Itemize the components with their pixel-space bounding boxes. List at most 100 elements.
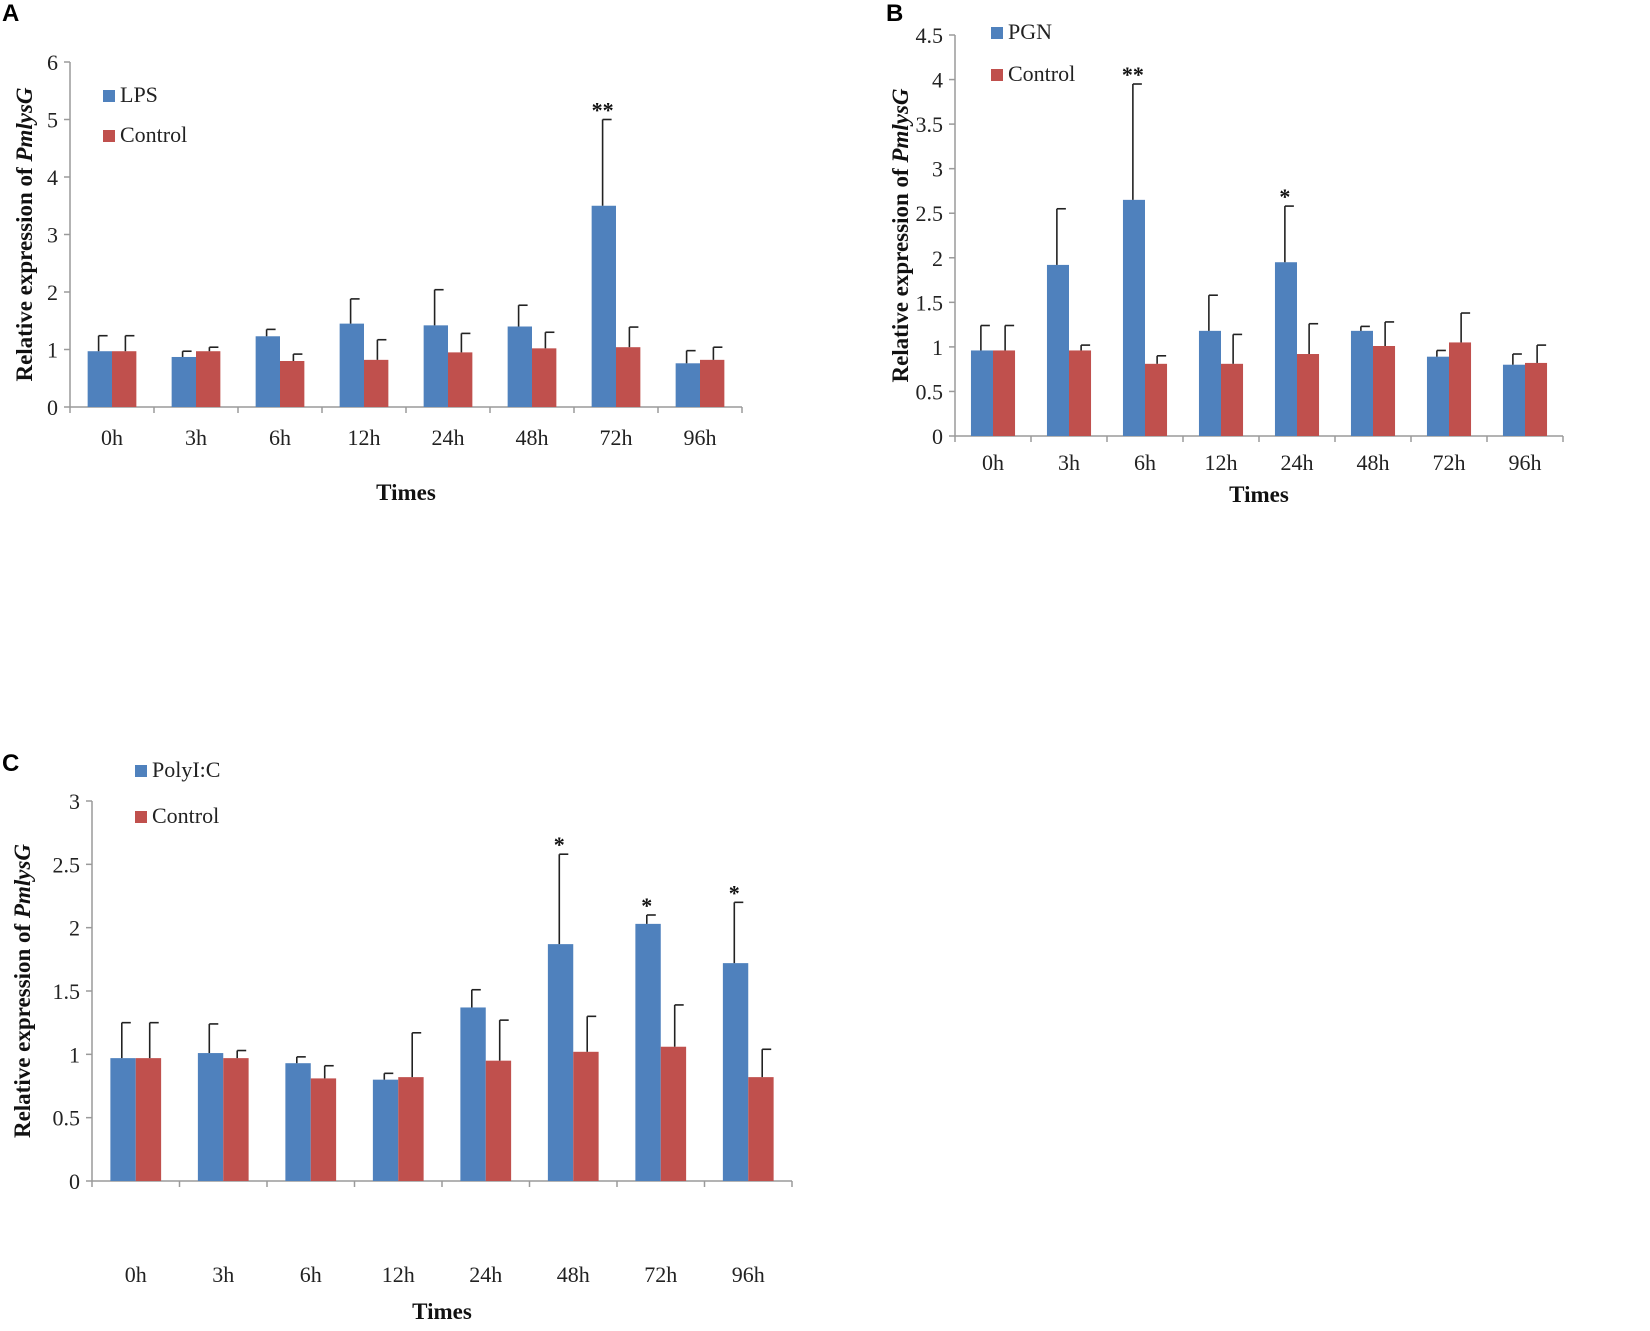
bar-polyi-c-12h bbox=[372, 1079, 399, 1181]
bar-control-3h bbox=[196, 351, 221, 407]
bar-control-72h bbox=[616, 347, 641, 407]
bar-control-6h bbox=[1145, 363, 1168, 436]
y-tick-label: 5 bbox=[47, 108, 58, 133]
y-axis-title-prefix: Relative expression of bbox=[12, 162, 37, 382]
bar-control-24h bbox=[485, 1060, 512, 1181]
bar-control-0h bbox=[135, 1058, 162, 1181]
significance-marker: * bbox=[729, 880, 740, 905]
bar-polyi-c-24h bbox=[460, 1007, 486, 1181]
bar-lps-72h bbox=[591, 205, 616, 407]
bar-polyi-c-6h bbox=[285, 1063, 311, 1181]
x-tick-label: 48h bbox=[1357, 450, 1390, 475]
legend: PGN Control bbox=[991, 19, 1075, 86]
bar-lps-12h bbox=[339, 323, 364, 407]
y-axis-title-gene: PmlysG bbox=[10, 844, 35, 919]
y-tick-label: 1 bbox=[932, 335, 943, 360]
chart-b-svg: 00.511.522.533.544.5***0h 3h 6h 12h 24h 48h 72… bbox=[888, 19, 1564, 507]
y-axis-title-prefix: Relative expression of bbox=[888, 163, 913, 383]
legend-swatch bbox=[991, 27, 1003, 39]
y-tick-label: 0 bbox=[69, 1169, 80, 1194]
x-tick-label: 24h bbox=[1281, 450, 1314, 475]
significance-marker: * bbox=[641, 893, 652, 918]
x-tick-label: 6h bbox=[1134, 450, 1156, 475]
bar-control-3h bbox=[1069, 350, 1092, 436]
bar-control-0h bbox=[993, 350, 1016, 436]
legend-swatch bbox=[135, 765, 147, 777]
y-tick-label: 2 bbox=[69, 916, 80, 941]
significance-marker: * bbox=[1279, 184, 1290, 209]
bar-pgn-3h bbox=[1046, 264, 1069, 436]
x-tick-label: 12h bbox=[348, 425, 381, 450]
bar-control-24h bbox=[448, 352, 473, 407]
bar-control-48h bbox=[573, 1051, 599, 1181]
y-tick-label: 3 bbox=[69, 789, 80, 814]
bar-pgn-6h bbox=[1122, 199, 1145, 436]
bar-pgn-48h bbox=[1350, 330, 1373, 436]
bar-polyi-c-72h bbox=[635, 923, 661, 1181]
bar-lps-6h bbox=[255, 336, 280, 407]
x-tick-label: 3h bbox=[185, 425, 207, 450]
y-tick-label: 4 bbox=[47, 165, 58, 190]
bar-polyi-c-0h bbox=[110, 1058, 136, 1181]
y-tick-label: 2 bbox=[47, 280, 58, 305]
legend-swatch bbox=[135, 811, 147, 823]
legend-label: Control bbox=[1008, 61, 1075, 86]
x-axis-title: Times bbox=[1229, 482, 1289, 507]
bar-control-12h bbox=[364, 359, 389, 407]
bar-lps-3h bbox=[171, 356, 196, 407]
x-tick-label: 12h bbox=[1205, 450, 1238, 475]
x-tick-label: 96h bbox=[1509, 450, 1542, 475]
y-axis-title-prefix: Relative expression of bbox=[10, 918, 35, 1138]
y-tick-label: 4.5 bbox=[916, 23, 944, 48]
bar-control-0h bbox=[112, 351, 137, 407]
legend-label: Control bbox=[152, 803, 219, 828]
legend-label: PGN bbox=[1008, 19, 1052, 44]
x-tick-label: 0h bbox=[125, 1262, 147, 1287]
x-tick-label: 3h bbox=[212, 1262, 234, 1287]
bar-control-96h bbox=[700, 359, 725, 407]
y-tick-label: 1.5 bbox=[53, 979, 81, 1004]
x-tick-label: 12h bbox=[382, 1262, 415, 1287]
bar-lps-48h bbox=[507, 326, 532, 407]
y-tick-label: 2.5 bbox=[916, 201, 944, 226]
bar-control-72h bbox=[1449, 342, 1472, 436]
bar-control-12h bbox=[1221, 363, 1244, 436]
y-tick-label: 0 bbox=[47, 395, 58, 420]
y-tick-label: 2 bbox=[932, 246, 943, 271]
bar-pgn-24h bbox=[1274, 262, 1297, 436]
bar-control-96h bbox=[1525, 362, 1548, 436]
y-tick-label: 6 bbox=[47, 50, 58, 75]
x-tick-label: 0h bbox=[982, 450, 1004, 475]
panel-label-b: B bbox=[886, 0, 904, 27]
x-tick-label: 6h bbox=[300, 1262, 322, 1287]
bar-control-72h bbox=[660, 1046, 687, 1181]
chart-c-svg: 0 0.5 1 1.5 2 2.5 3 * * * 0h 3h 6h 12h 24h 48h 72h 96h Tim… bbox=[10, 757, 793, 1324]
significance-marker: ** bbox=[1122, 62, 1144, 87]
x-tick-label: 3h bbox=[1058, 450, 1080, 475]
bar-lps-24h bbox=[423, 325, 448, 407]
y-tick-label: 0.5 bbox=[53, 1106, 81, 1131]
panel-label-c: C bbox=[2, 750, 20, 777]
legend: PolyI:C Control bbox=[135, 757, 220, 828]
y-tick-label: 1 bbox=[47, 338, 58, 363]
x-tick-label: 72h bbox=[600, 425, 633, 450]
x-tick-label: 6h bbox=[269, 425, 291, 450]
bar-control-96h bbox=[748, 1077, 774, 1181]
bar-control-6h bbox=[280, 361, 305, 407]
legend: LPS Control bbox=[103, 82, 187, 147]
bar-pgn-12h bbox=[1198, 330, 1221, 436]
bar-polyi-c-48h bbox=[547, 944, 574, 1181]
chart-panel-b: B 0 0.5 1 1.5 2 2.5 3 3.5 4 4.5 ** * 0h 3h 6h 12h 24h 48h… bbox=[880, 0, 1650, 560]
y-tick-label: 0 bbox=[932, 424, 943, 449]
y-tick-label: 1.5 bbox=[916, 290, 944, 315]
x-tick-label: 96h bbox=[684, 425, 717, 450]
bar-lps-0h bbox=[87, 351, 112, 407]
y-axis-title: Relative expression of PmlysG bbox=[10, 844, 35, 1138]
x-axis-title: Times bbox=[376, 480, 436, 505]
y-tick-label: 3 bbox=[932, 157, 943, 182]
legend-label: LPS bbox=[120, 82, 158, 107]
bar-control-12h bbox=[398, 1077, 424, 1181]
legend-label: PolyI:C bbox=[152, 757, 220, 782]
chart-panel-c: C 0 0.5 1 1.5 2 2.5 3 * * * 0h 3h 6h 12h 24h 48h 72h 96h T… bbox=[0, 750, 830, 1331]
x-tick-label: 48h bbox=[557, 1262, 590, 1287]
